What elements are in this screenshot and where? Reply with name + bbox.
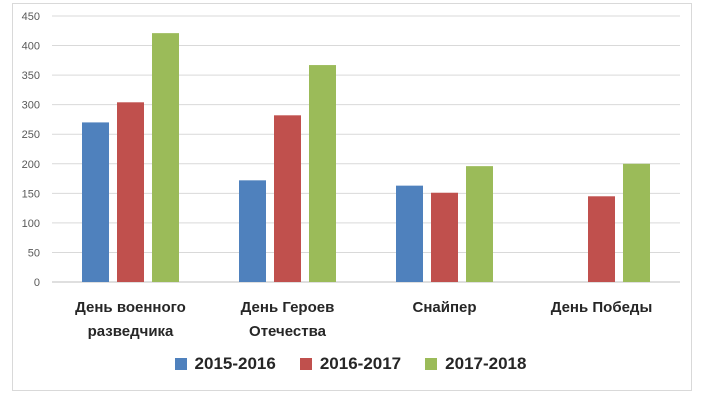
category-label-line: Отечества [249, 323, 327, 340]
bar-2016-2017 [431, 192, 458, 282]
legend-label: 2016-2017 [319, 354, 402, 373]
x-category-label: День Победы [551, 299, 653, 316]
bar-2017-2018 [466, 166, 493, 282]
category-label-line: День военного [75, 299, 186, 316]
category-label-line: Снайпер [412, 299, 476, 316]
y-tick-label: 200 [22, 159, 40, 171]
x-category-label: Снайпер [412, 299, 476, 316]
category-label-line: разведчика [88, 323, 174, 340]
legend-item-2017-2018: 2017-2018 [425, 354, 526, 374]
y-tick-label: 400 [22, 41, 40, 53]
legend-label: 2017-2018 [445, 354, 527, 373]
legend-label: 2015-2016 [194, 354, 276, 373]
bar-2017-2018 [309, 65, 336, 282]
x-category-label: День военного разведчика [75, 299, 186, 340]
bar-2016-2017 [588, 196, 615, 282]
legend-item-2015-2016: 2015-2016 [174, 354, 276, 374]
bar-2015-2016 [239, 180, 266, 282]
y-tick-label: 250 [22, 129, 40, 141]
y-axis: 0 50 100 150 200 250 300 350 400 450 [22, 11, 40, 289]
legend-swatch [299, 358, 312, 370]
gridlines [52, 15, 680, 283]
y-tick-label: 350 [22, 70, 40, 82]
category-label-line: День Героев [241, 299, 335, 316]
bar-2015-2016 [82, 122, 109, 283]
bar-2015-2016 [396, 185, 423, 282]
legend-swatch [425, 358, 438, 370]
bars [82, 33, 650, 283]
bar-2017-2018 [152, 33, 179, 282]
y-tick-label: 100 [22, 218, 40, 230]
y-tick-label: 300 [22, 100, 40, 112]
y-tick-label: 450 [22, 11, 40, 23]
y-tick-label: 0 [34, 277, 40, 289]
bar-2016-2017 [117, 102, 144, 283]
legend: 2015-2016 2016-2017 2017-2018 [0, 354, 701, 374]
bar-2016-2017 [274, 115, 301, 282]
category-label-line: День Победы [551, 299, 653, 316]
y-tick-label: 150 [22, 188, 40, 200]
legend-swatch [174, 358, 187, 370]
bar-2017-2018 [623, 163, 650, 282]
y-tick-label: 50 [28, 247, 40, 259]
x-category-label: День Героев Отечества [241, 299, 335, 340]
legend-item-2016-2017: 2016-2017 [299, 354, 402, 374]
x-axis: День военного разведчика День Героев Отечес… [75, 299, 652, 340]
